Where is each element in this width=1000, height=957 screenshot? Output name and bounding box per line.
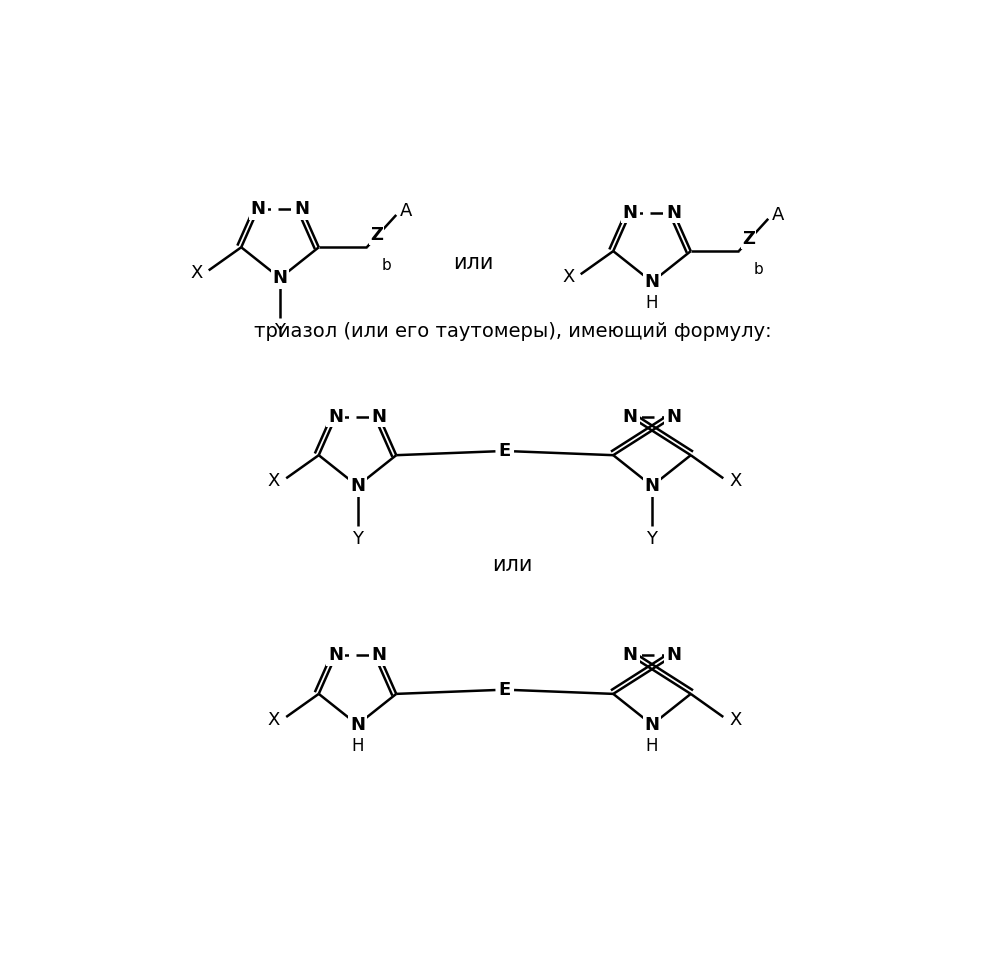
Text: N: N — [666, 204, 681, 222]
Text: b: b — [754, 262, 763, 277]
Text: N: N — [251, 200, 266, 218]
Text: E: E — [499, 681, 511, 699]
Text: N: N — [644, 716, 660, 734]
Text: N: N — [666, 408, 681, 426]
Text: X: X — [268, 711, 280, 729]
Text: E: E — [499, 442, 511, 460]
Text: X: X — [562, 268, 574, 286]
Text: A: A — [771, 206, 784, 224]
Text: N: N — [623, 204, 638, 222]
Text: N: N — [666, 646, 681, 664]
Text: N: N — [644, 273, 660, 291]
Text: или: или — [492, 555, 533, 575]
Text: Y: Y — [352, 530, 363, 548]
Text: N: N — [644, 477, 660, 495]
Text: H: H — [351, 737, 364, 755]
Text: N: N — [328, 408, 343, 426]
Text: Y: Y — [274, 323, 286, 340]
Text: Y: Y — [646, 530, 658, 548]
Text: N: N — [350, 477, 365, 495]
Text: X: X — [268, 473, 280, 490]
Text: N: N — [372, 646, 387, 664]
Text: N: N — [272, 269, 288, 287]
Text: H: H — [646, 295, 658, 313]
Text: b: b — [382, 258, 391, 273]
Text: X: X — [730, 473, 742, 490]
Text: N: N — [350, 716, 365, 734]
Text: N: N — [623, 408, 638, 426]
Text: N: N — [294, 200, 309, 218]
Text: N: N — [328, 646, 343, 664]
Text: Z: Z — [742, 230, 755, 248]
Text: A: A — [399, 202, 412, 220]
Text: H: H — [646, 737, 658, 755]
Text: X: X — [730, 711, 742, 729]
Text: триазол (или его таутомеры), имеющий формулу:: триазол (или его таутомеры), имеющий фор… — [254, 323, 771, 342]
Text: N: N — [623, 646, 638, 664]
Text: Z: Z — [370, 226, 383, 244]
Text: X: X — [190, 264, 202, 282]
Text: N: N — [372, 408, 387, 426]
Text: или: или — [454, 253, 494, 273]
